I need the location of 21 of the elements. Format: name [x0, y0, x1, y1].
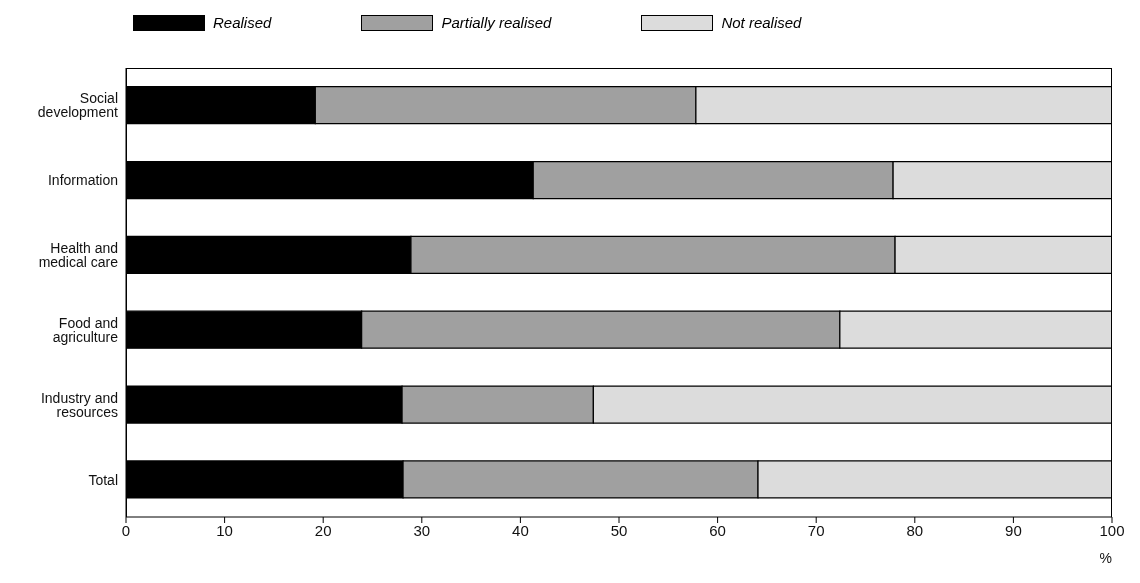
x-tick-label: 40: [512, 521, 529, 539]
y-tick-label: Social development: [37, 90, 119, 121]
x-tick-label: 100: [1099, 521, 1125, 539]
legend-label: Realised: [213, 14, 272, 31]
y-tick-label: Industry and resources: [40, 389, 118, 420]
y-tick-label: Food and agriculture: [52, 314, 119, 345]
legend-label: Partially realised: [441, 14, 552, 31]
y-tick-label: Information: [47, 172, 118, 189]
x-tick-label: 90: [1005, 521, 1022, 539]
x-tick-label: 20: [314, 521, 332, 539]
legend-label: Not realised: [721, 14, 802, 31]
y-tick-label: Total: [88, 471, 118, 488]
x-tick-label: 70: [807, 521, 825, 539]
x-tick-label: 60: [709, 521, 726, 539]
x-tick-label: 50: [610, 521, 628, 539]
x-tick-label: 30: [413, 521, 431, 539]
y-tick-label: Health and medical care: [38, 240, 119, 271]
x-axis-title: %: [1099, 550, 1112, 566]
x-tick-label: 80: [906, 521, 924, 539]
x-tick-label: 0: [121, 521, 131, 539]
x-tick-label: 10: [216, 521, 233, 539]
